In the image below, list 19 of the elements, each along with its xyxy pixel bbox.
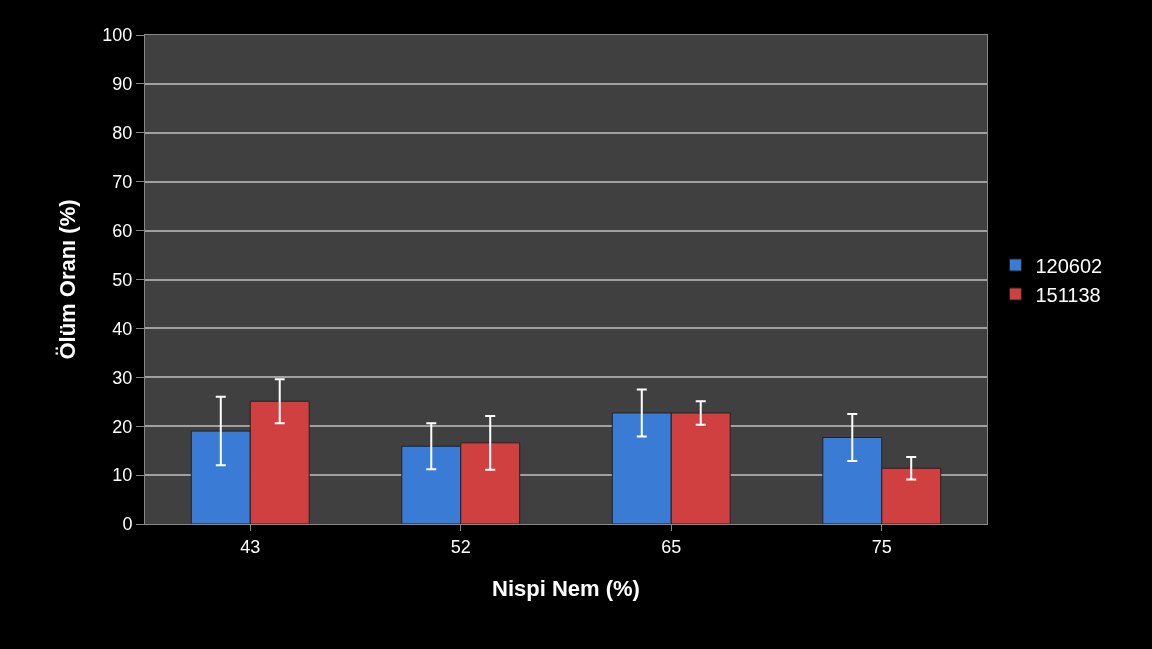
x-tick-label: 52 <box>450 536 471 557</box>
y-tick-label: 90 <box>112 74 133 95</box>
y-axis-title: Ölüm Oranı (%) <box>55 199 81 360</box>
legend-label: 151138 <box>1035 283 1101 306</box>
legend-label: 120602 <box>1035 254 1103 277</box>
y-tick-label: 0 <box>122 514 133 535</box>
y-tick-label: 10 <box>112 465 133 486</box>
x-tick-label: 75 <box>871 536 892 557</box>
y-tick-label: 50 <box>112 269 133 290</box>
y-tick-label: 100 <box>102 25 133 46</box>
x-axis-title: Nispi Nem (%) <box>492 576 640 602</box>
y-tick-label: 20 <box>112 416 133 437</box>
y-tick-label: 30 <box>112 367 133 388</box>
y-tick-label: 60 <box>112 220 133 241</box>
y-tick-label: 40 <box>112 318 133 339</box>
x-tick-label: 43 <box>240 536 261 557</box>
y-tick-label: 80 <box>112 123 133 144</box>
x-tick-label: 65 <box>661 536 682 557</box>
y-tick-label: 70 <box>112 172 133 192</box>
